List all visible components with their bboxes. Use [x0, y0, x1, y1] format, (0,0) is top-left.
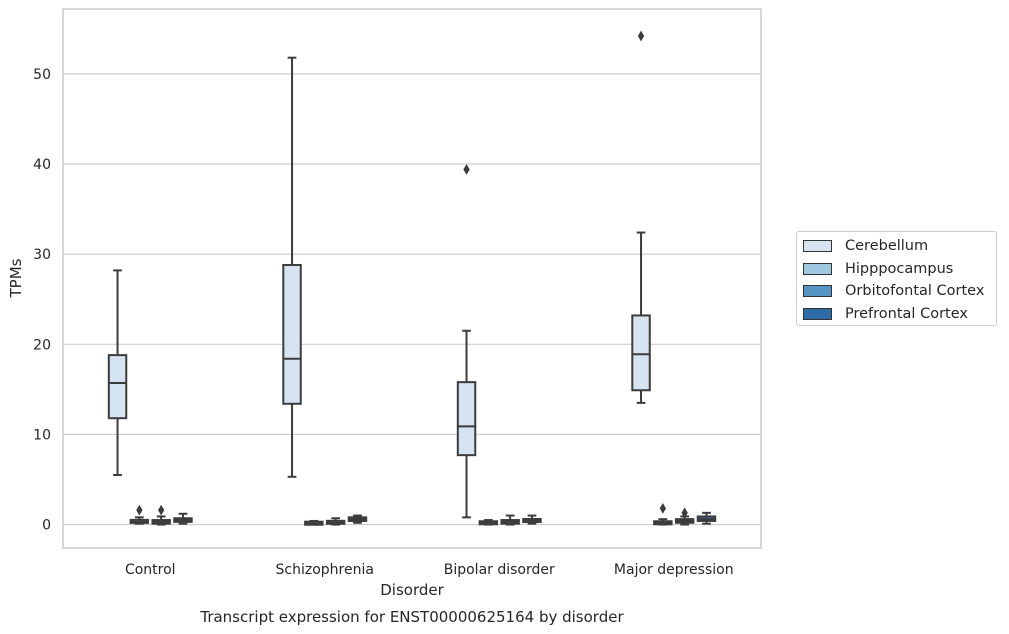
y-tick-label: 40 [33, 157, 51, 173]
box-cerebellum [456, 164, 477, 519]
box-plots [107, 30, 717, 526]
legend-item: Orbitofontal Cortex [803, 280, 996, 303]
y-tick-label: 0 [42, 518, 51, 534]
x-axis-label: Disorder [380, 581, 444, 599]
y-axis-label: TPMs [7, 258, 25, 298]
box-hipppocampus [653, 502, 673, 526]
legend-swatch [803, 285, 832, 298]
box-prefrontal-cortex [347, 514, 368, 524]
box-prefrontal-cortex [522, 514, 542, 525]
box-hipppocampus [478, 519, 499, 526]
outlier-point [659, 502, 666, 514]
box-orbitofontal-cortex [500, 514, 520, 526]
legend-swatch [803, 307, 832, 320]
legend-label: Cerebellum [845, 238, 929, 255]
outlier-point [681, 507, 688, 519]
y-tick-label: 10 [33, 427, 51, 443]
y-tick-label: 50 [33, 67, 51, 83]
box-prefrontal-cortex [173, 512, 193, 525]
x-tick-label: Schizophrenia [276, 562, 374, 578]
box-hipppocampus [129, 504, 150, 525]
grid-lines [63, 73, 761, 526]
box-orbitofontal-cortex [325, 517, 346, 526]
legend-item: Hipppocampus [803, 258, 996, 281]
legend-swatch [803, 240, 832, 253]
legend-swatch [803, 262, 832, 275]
box-orbitofontal-cortex [151, 504, 171, 526]
box-cerebellum [631, 30, 651, 404]
x-tick-label: Control [125, 562, 176, 578]
outlier-point [637, 30, 645, 42]
box-hipppocampus [304, 519, 324, 526]
outlier-point [136, 504, 143, 516]
legend: Cerebellum Hipppocampus Orbitofontal Corte… [796, 231, 997, 326]
box-cerebellum [282, 56, 302, 478]
legend-label: Orbitofontal Cortex [845, 283, 985, 300]
iqr-box [107, 354, 128, 420]
box-cerebellum [107, 269, 128, 476]
outlier-point [463, 164, 470, 175]
chart-title: Transcript expression for ENST0000062516… [199, 608, 624, 626]
box-prefrontal-cortex [696, 511, 717, 525]
iqr-box [456, 381, 477, 457]
iqr-box [631, 314, 651, 392]
legend-item: Prefrontal Cortex [803, 303, 996, 326]
plot-area-frame [62, 8, 762, 549]
legend-label: Hipppocampus [845, 260, 954, 277]
x-tick-label: Bipolar disorder [444, 562, 555, 578]
y-tick-labels: 0 10 20 30 40 50 [33, 67, 51, 534]
outlier-point [158, 504, 165, 516]
box-orbitofontal-cortex [674, 507, 695, 526]
x-tick-label: Major depression [614, 562, 734, 578]
x-tick-labels: Control Schizophrenia Bipolar disorder Majo… [125, 562, 734, 578]
y-tick-label: 30 [33, 247, 51, 263]
y-tick-label: 20 [33, 337, 51, 353]
legend-item: Cerebellum [803, 235, 996, 258]
iqr-box [282, 263, 302, 405]
legend-label: Prefrontal Cortex [845, 305, 968, 322]
